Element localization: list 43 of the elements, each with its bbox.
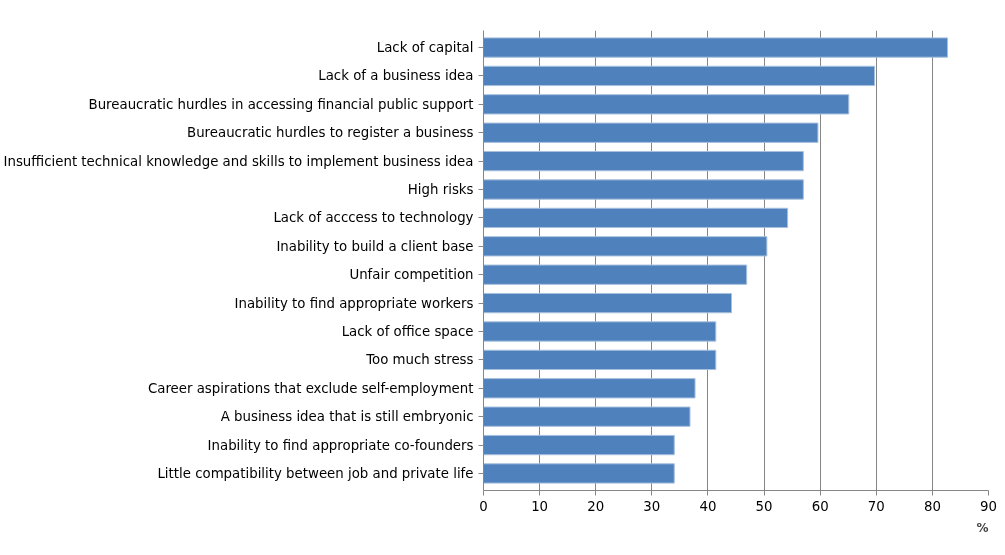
y-tick-label: High risks bbox=[407, 182, 474, 198]
y-tick-label: Unfair competition bbox=[349, 267, 474, 283]
x-tick-label: 60 bbox=[811, 498, 829, 514]
y-tick-label: Inability to build a client base bbox=[276, 238, 474, 254]
bar bbox=[483, 321, 717, 342]
bar bbox=[483, 378, 696, 399]
x-tick-label: 30 bbox=[643, 498, 661, 514]
bar bbox=[483, 434, 675, 456]
x-tick-label: 0 bbox=[479, 498, 488, 514]
x-tick-label: 10 bbox=[531, 498, 549, 514]
bar bbox=[483, 207, 789, 229]
x-tick-label: 90 bbox=[980, 498, 997, 514]
y-tick-label: Bureaucratic hurdles in accessing financial public support bbox=[88, 96, 474, 112]
bar bbox=[483, 292, 733, 314]
x-tick-label: 80 bbox=[923, 498, 941, 514]
y-tick-label: Inability to find appropriate workers bbox=[234, 295, 474, 311]
bar bbox=[483, 236, 768, 257]
x-tick-label: 70 bbox=[867, 498, 885, 514]
x-axis-title: % bbox=[976, 520, 989, 535]
y-tick-label: Lack of a business idea bbox=[318, 68, 474, 84]
y-tick-label: Little compatibility between job and private life bbox=[157, 465, 474, 481]
bar bbox=[483, 179, 804, 200]
y-tick-label: Insufficient technical knowledge and skills to implement business idea bbox=[3, 153, 474, 169]
y-tick-label: Lack of acccess to technology bbox=[273, 210, 474, 226]
y-tick-label: Lack of office space bbox=[341, 323, 474, 339]
bar bbox=[483, 37, 949, 58]
x-tick-label: 50 bbox=[755, 498, 773, 514]
bar bbox=[483, 65, 876, 87]
y-tick-label: Lack of capital bbox=[376, 40, 474, 56]
bar bbox=[483, 94, 850, 115]
y-tick-label: A business idea that is still embryonic bbox=[220, 409, 474, 425]
y-tick-label: Inability to find appropriate co-founders bbox=[207, 437, 474, 453]
y-tick-label: Bureaucratic hurdles to register a business bbox=[187, 125, 474, 141]
y-tick-label: Career aspirations that exclude self-employment bbox=[147, 380, 474, 396]
bar bbox=[483, 150, 804, 172]
y-tick-label: Too much stress bbox=[365, 352, 474, 368]
bar bbox=[483, 463, 675, 484]
x-tick-label: 20 bbox=[587, 498, 605, 514]
bar bbox=[483, 406, 691, 427]
bar bbox=[483, 349, 717, 371]
x-tick-label: 40 bbox=[699, 498, 717, 514]
bar bbox=[483, 122, 819, 143]
bar bbox=[483, 264, 748, 285]
